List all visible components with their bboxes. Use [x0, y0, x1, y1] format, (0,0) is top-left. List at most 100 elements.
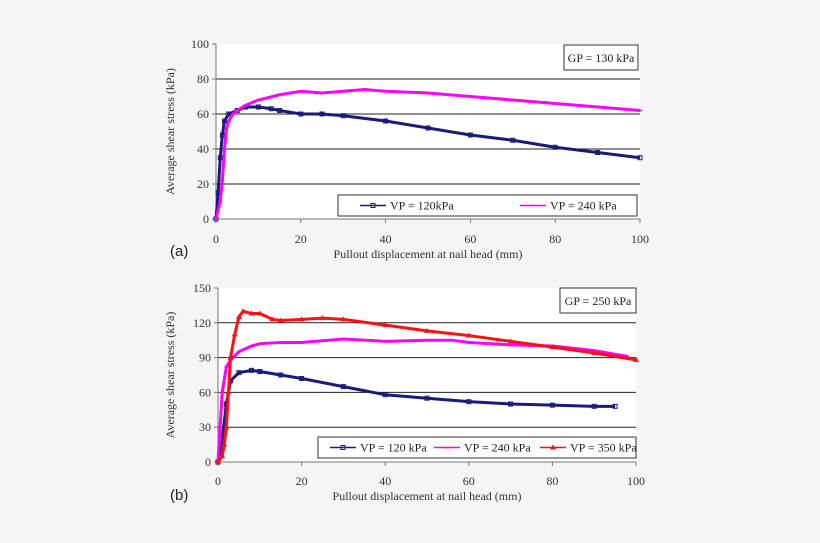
data-point — [549, 344, 556, 350]
y-tick-label: 60 — [197, 107, 209, 121]
x-tick-label: 80 — [549, 232, 561, 246]
data-point — [269, 316, 276, 322]
data-point — [612, 403, 618, 409]
annotation-box — [563, 44, 639, 71]
legend-box — [317, 436, 637, 459]
series-line — [214, 105, 641, 220]
y-tick-label: 20 — [197, 177, 209, 191]
y-tick-label: 0 — [205, 455, 211, 469]
data-point — [552, 144, 558, 150]
legend-box — [337, 194, 638, 217]
x-tick-label: 20 — [295, 232, 307, 246]
data-point — [298, 316, 305, 322]
data-point — [256, 310, 263, 316]
data-point — [382, 322, 389, 328]
annotation-text: GP = 250 kPa — [565, 294, 632, 308]
x-tick-label: 0 — [213, 232, 219, 246]
data-point — [510, 137, 516, 143]
data-point — [277, 317, 284, 323]
legend-marker — [340, 445, 346, 450]
data-point — [595, 150, 601, 155]
y-tick-label: 0 — [203, 212, 209, 226]
data-point — [255, 104, 261, 110]
data-point — [248, 367, 254, 373]
data-point — [299, 375, 305, 381]
data-point — [215, 459, 221, 464]
series-vp-350-kpa — [215, 308, 639, 464]
data-point — [340, 113, 346, 119]
data-point — [227, 354, 234, 360]
data-point — [591, 403, 597, 409]
legend: VP = 120kPa VP = 240 kPa — [337, 194, 638, 217]
legend-label: VP = 240 kPa — [464, 441, 531, 455]
x-tick-label: 40 — [379, 474, 391, 488]
legend-label: VP = 120 kPa — [360, 441, 427, 455]
panel-label-b: (b) — [170, 487, 189, 504]
y-tick-label: 90 — [199, 351, 211, 365]
y-axis-label: Average shear stress (kPa) — [163, 68, 177, 195]
data-point — [268, 106, 274, 112]
y-tick-label: 120 — [193, 316, 211, 330]
data-point — [425, 125, 431, 131]
data-point — [225, 389, 232, 395]
y-tick-label: 30 — [199, 420, 211, 434]
legend-label: VP = 240 kPa — [550, 199, 617, 213]
data-point — [235, 314, 242, 319]
data-point — [226, 111, 232, 117]
legend: VP = 120 kPa VP = 240 kPa VP = 350 kPa — [317, 436, 637, 459]
series-line — [214, 87, 641, 220]
data-point — [219, 453, 226, 459]
y-tick-label: 150 — [193, 281, 211, 295]
data-point — [424, 327, 430, 333]
x-axis-label: Pullout displacement at nail head (mm) — [334, 247, 523, 261]
y-tick-label: 100 — [191, 37, 209, 51]
data-point — [319, 111, 325, 117]
y-tick-label: 60 — [199, 385, 211, 399]
legend-marker — [550, 444, 556, 450]
panel-label-a: (a) — [170, 243, 189, 260]
plot-area — [216, 44, 640, 219]
data-point — [231, 331, 238, 337]
data-point — [382, 392, 388, 398]
data-point — [298, 111, 304, 117]
data-point — [277, 108, 283, 113]
data-point — [219, 132, 225, 138]
data-point — [340, 316, 347, 322]
y-tick-label: 40 — [197, 142, 209, 156]
annotation-text: GP = 130 kPa — [568, 51, 635, 65]
data-point — [240, 308, 247, 314]
legend-marker — [370, 203, 376, 208]
data-point — [248, 310, 255, 316]
data-point — [591, 349, 598, 355]
y-axis-label: Average shear stress (kPa) — [163, 312, 177, 439]
series-vp-240-kpa — [214, 87, 642, 220]
data-point — [319, 315, 326, 321]
data-point — [278, 372, 284, 378]
data-point — [465, 332, 472, 338]
data-point — [217, 155, 223, 161]
data-point — [383, 118, 389, 124]
data-point — [549, 402, 555, 408]
data-point — [507, 338, 514, 344]
x-tick-label: 60 — [463, 474, 475, 488]
series-vp-240-kpa — [216, 337, 630, 463]
data-point — [508, 401, 514, 407]
data-point — [424, 395, 430, 401]
data-point — [633, 356, 639, 362]
data-point — [221, 118, 227, 124]
y-tick-label: 80 — [197, 72, 209, 86]
x-tick-label: 100 — [627, 474, 645, 488]
legend-label: VP = 120kPa — [390, 199, 454, 213]
data-point — [257, 369, 263, 375]
x-tick-label: 0 — [215, 474, 221, 488]
data-point — [223, 424, 230, 430]
x-tick-label: 80 — [546, 474, 558, 488]
x-axis-label: Pullout displacement at nail head (mm) — [333, 489, 522, 503]
data-point — [340, 384, 346, 390]
x-tick-label: 60 — [464, 232, 476, 246]
chart-b: 0 30 60 90 120 150 0 20 40 60 80 100 Pullout displac… — [163, 281, 645, 503]
x-tick-label: 20 — [296, 474, 308, 488]
x-tick-label: 40 — [380, 232, 392, 246]
x-tick-label: 100 — [631, 232, 649, 246]
